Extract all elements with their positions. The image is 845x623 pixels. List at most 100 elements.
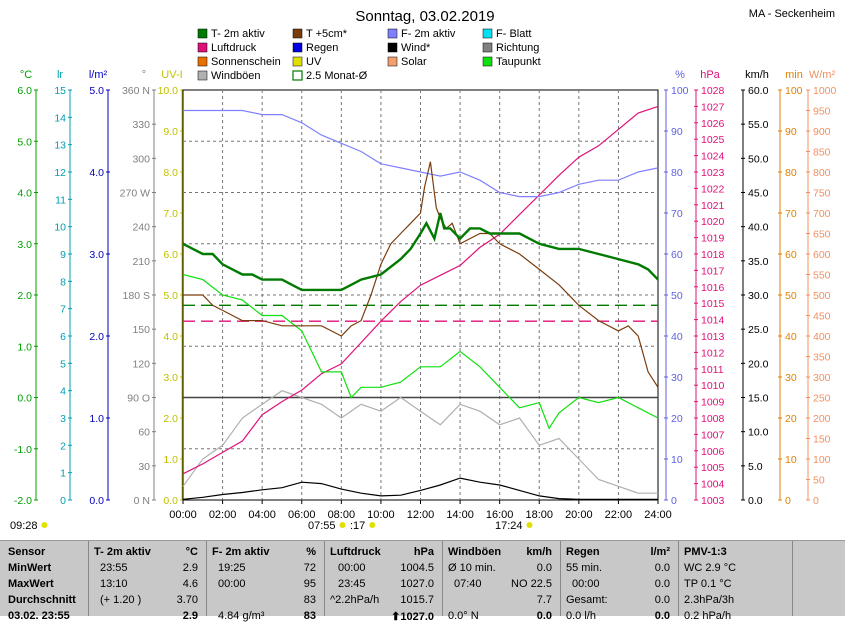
tick-label: 1027 — [701, 101, 725, 113]
tick-label: 70 — [671, 208, 683, 220]
row-label-min: MinWert — [8, 562, 52, 574]
rain-header: Regen — [566, 546, 600, 558]
chart-title: Sonntag, 03.02.2019 — [355, 8, 494, 25]
temp-header: T- 2m aktiv — [94, 546, 151, 558]
tick-label: 200 — [813, 413, 831, 425]
tick-label: 180 S — [123, 290, 150, 302]
humidity-unit: % — [306, 546, 316, 558]
tick-label: 1016 — [701, 282, 725, 294]
tick-label: 5.0 — [748, 461, 763, 473]
tick-label: 0.0 — [163, 495, 178, 507]
tick-label: 60.0 — [748, 85, 769, 97]
tick-label: 5.0 — [17, 136, 32, 148]
tick-label: -1.0 — [14, 444, 32, 456]
sun-event-label: :17 — [350, 520, 365, 532]
tick-label: 45.0 — [748, 188, 769, 200]
tick-label: 6.0 — [163, 249, 178, 261]
pmv-pressure-1h: 0.2 hPa/h — [684, 610, 732, 622]
legend-label: Sonnenschein — [211, 56, 281, 68]
pmv-pressure-3h: 2.3hPa/3h — [684, 594, 735, 606]
gusts-header: Windböen — [448, 546, 502, 558]
axis-unit: °C — [20, 69, 32, 81]
axis-unit: lr — [57, 69, 63, 81]
tick-label: 750 — [813, 188, 831, 200]
tick-label: 1.0 — [163, 454, 178, 466]
gusts-max-value: NO 22.5 — [511, 578, 552, 590]
tick-label: 50 — [671, 290, 683, 302]
tick-label: 60 — [138, 427, 150, 439]
legend-swatch — [197, 42, 208, 53]
tick-label: 4.0 — [17, 188, 32, 200]
tick-label: 10 — [785, 454, 797, 466]
tick-label: 100 — [785, 85, 803, 97]
series-layer — [182, 105, 659, 500]
tick-label: 20.0 — [748, 358, 769, 370]
summary-col-pmv: PMV-1:3 WC 2.9 °C TP 0.1 °C 2.3hPa/3h 0.… — [678, 541, 793, 622]
humidity-min-value: 72 — [303, 562, 316, 574]
legend-swatch — [292, 56, 303, 67]
sun-event-label: 17:24 — [495, 520, 523, 532]
tick-label: 800 — [813, 167, 831, 179]
x-tick-label: 10:00 — [367, 509, 395, 521]
tick-label: 100 — [813, 454, 831, 466]
tick-label: 350 — [813, 352, 831, 364]
tick-label: 500 — [813, 290, 831, 302]
axis-unit: % — [675, 69, 685, 81]
legend-swatch — [197, 56, 208, 67]
rain-interval-value: 0.0 — [654, 562, 670, 574]
summary-col-temp: T- 2m aktiv °C 23:55 2.9 13:10 4.6 (+ 1.… — [88, 541, 207, 622]
axes: °C6.05.04.03.02.01.00.0-1.0-2.0lr1514131… — [14, 69, 837, 507]
temp-max-time: 13:10 — [100, 578, 128, 590]
sensor-header: Sensor — [8, 546, 46, 558]
tick-label: 1010 — [701, 380, 725, 392]
tick-label: 1019 — [701, 233, 725, 245]
tick-label: 300 — [132, 153, 150, 165]
tick-label: 50 — [785, 290, 797, 302]
humidity-min-time: 19:25 — [218, 562, 246, 574]
tick-label: 9 — [60, 249, 66, 261]
tick-label: 1026 — [701, 118, 725, 130]
tick-label: 10.0 — [158, 85, 179, 97]
pressure-avg-value: 1015.7 — [400, 594, 434, 606]
tick-label: 80 — [785, 167, 797, 179]
humidity-avg-value: 83 — [303, 594, 316, 606]
tick-label: 1008 — [701, 413, 725, 425]
summary-col-humidity: F- 2m aktiv % 19:25 72 00:00 95 83 4.84 … — [206, 541, 325, 622]
tick-label: 100 — [671, 85, 689, 97]
tick-label: 1021 — [701, 200, 725, 212]
pmv-dewpoint: TP 0.1 °C — [684, 578, 732, 590]
legend-swatch — [197, 28, 208, 39]
tick-label: 11 — [55, 194, 66, 206]
series-wind- — [182, 477, 658, 500]
x-tick-label: 24:00 — [644, 509, 672, 521]
tick-label: 2.0 — [163, 413, 178, 425]
tick-label: 12 — [54, 167, 66, 179]
tick-label: 850 — [813, 147, 831, 159]
tick-label: 210 — [132, 256, 150, 268]
sun-events: 09:28 07:55:17 17:24 — [10, 520, 533, 532]
tick-label: 0.0 — [17, 393, 32, 405]
humidity-header: F- 2m aktiv — [212, 546, 270, 558]
gusts-unit: km/h — [526, 546, 552, 558]
tick-label: 55.0 — [748, 119, 769, 131]
tick-label: 1006 — [701, 446, 725, 458]
tick-label: -2.0 — [14, 495, 32, 507]
gusts-max-time: 07:40 — [454, 578, 482, 590]
humidity-max-time: 00:00 — [218, 578, 246, 590]
tick-label: 6 — [60, 331, 66, 343]
tick-label: 5 — [60, 358, 66, 370]
tick-label: 1014 — [701, 315, 725, 327]
tick-label: 0.0 — [748, 495, 763, 507]
weather-chart: Sonntag, 03.02.2019 MA - Seckenheim T- 2… — [10, 8, 837, 532]
pressure-current-value: ⬆1027.0 — [391, 611, 434, 623]
tick-label: 1 — [60, 468, 66, 480]
tick-label: 5.0 — [163, 290, 178, 302]
humidity-max-value: 95 — [303, 578, 316, 590]
tick-label: 400 — [813, 331, 831, 343]
x-tick-label: 04:00 — [248, 509, 276, 521]
legend-swatch — [482, 56, 493, 67]
tick-label: 30.0 — [748, 290, 769, 302]
series-t-2m-aktiv — [182, 212, 659, 292]
tick-label: 8.0 — [163, 167, 178, 179]
tick-label: 7.0 — [163, 208, 178, 220]
